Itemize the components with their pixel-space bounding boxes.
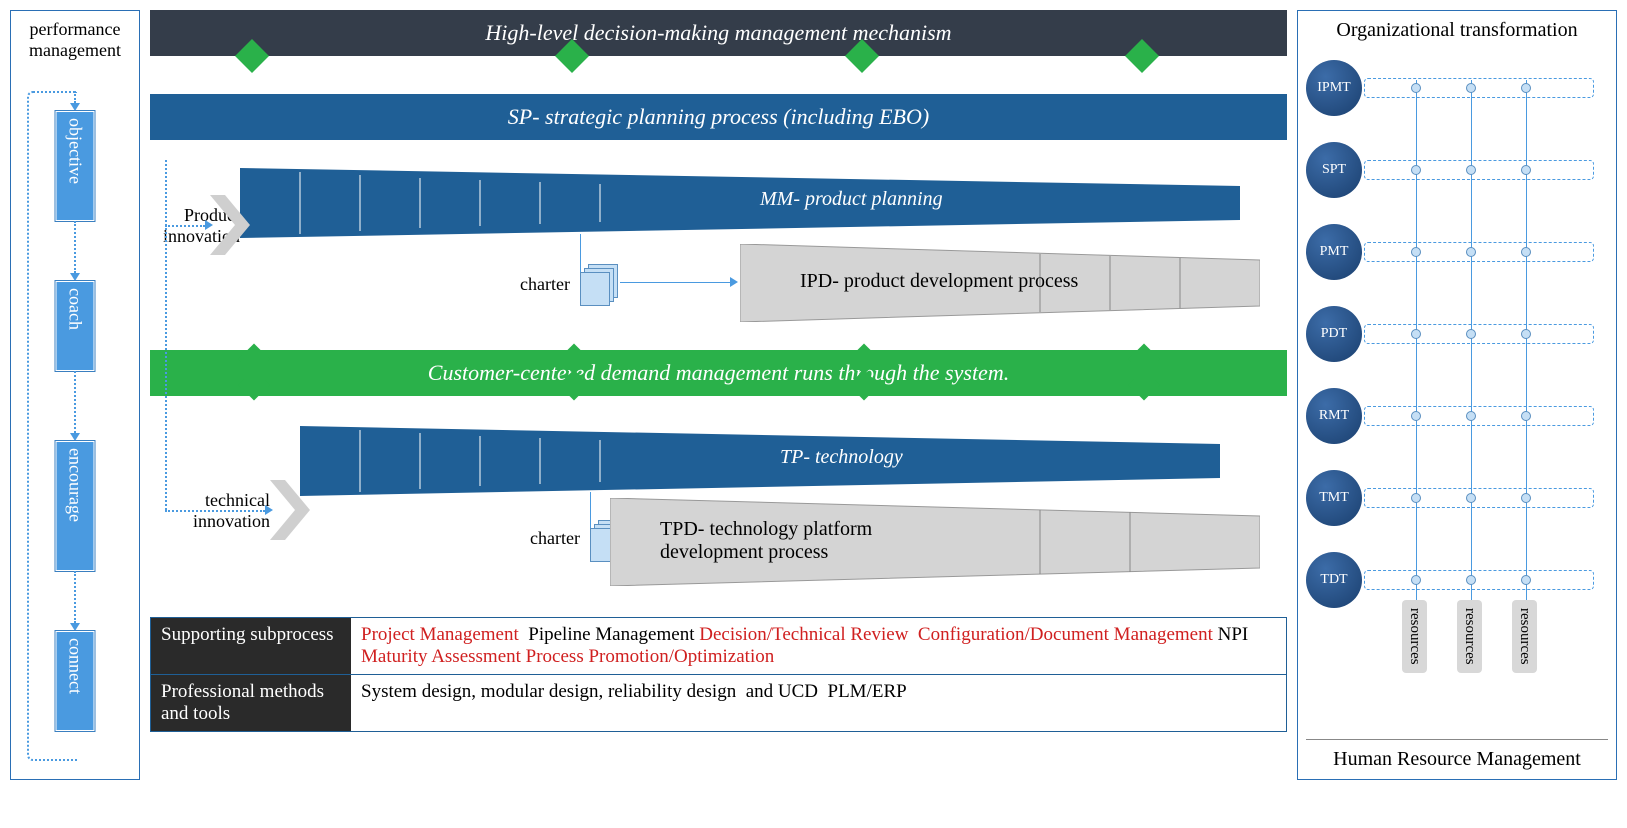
- left-box-coach: coach: [56, 281, 95, 371]
- funnel-tp: TP- technology: [300, 426, 1287, 496]
- org-circle-pmt: PMT: [1306, 224, 1362, 280]
- org-dot: [1466, 575, 1476, 585]
- org-dot: [1521, 329, 1531, 339]
- left-title: performance management: [17, 19, 133, 61]
- org-dot: [1466, 493, 1476, 503]
- org-dashed-row: [1364, 160, 1594, 180]
- charter-row-1: charter IPD- product development process: [240, 244, 1287, 334]
- org-circle-rmt: RMT: [1306, 388, 1362, 444]
- table-row-content: System design, modular design, reliabili…: [351, 675, 1286, 731]
- charter-row-2: charter TPD- technology platform develop…: [300, 502, 1287, 597]
- org-dashed-row: [1364, 324, 1594, 344]
- table-row: Supporting subprocessProject Management …: [151, 618, 1286, 675]
- org-dot: [1466, 83, 1476, 93]
- org-dot: [1411, 165, 1421, 175]
- org-dashed-row: [1364, 78, 1594, 98]
- org-circle-tdt: TDT: [1306, 552, 1362, 608]
- org-dashed-row: [1364, 488, 1594, 508]
- org-dot: [1521, 165, 1531, 175]
- org-circle-pdt: PDT: [1306, 306, 1362, 362]
- diamond-pair-icon: [850, 358, 878, 386]
- funnel-tp-label: TP- technology: [780, 446, 903, 469]
- org-dot: [1411, 493, 1421, 503]
- arrow-right-icon: [730, 277, 738, 287]
- band3-text: Customer-centered demand management runs…: [428, 360, 1009, 385]
- org-dot: [1466, 247, 1476, 257]
- diamond-icon: [1125, 39, 1159, 73]
- org-dot: [1411, 411, 1421, 421]
- left-sidebar: performance management objective coach enc…: [10, 10, 140, 780]
- org-circle-spt: SPT: [1306, 142, 1362, 198]
- band2-text: SP- strategic planning process (includin…: [508, 104, 929, 129]
- funnel-mm-label: MM- product planning: [760, 188, 943, 211]
- bottom-table: Supporting subprocessProject Management …: [150, 617, 1287, 732]
- resources-box: resources: [1512, 600, 1537, 673]
- dashed-h1: [165, 225, 205, 227]
- resources-box: resources: [1457, 600, 1482, 673]
- org-dot: [1411, 247, 1421, 257]
- right-title: Organizational transformation: [1306, 19, 1608, 42]
- org-dot: [1521, 247, 1531, 257]
- left-box-encourage: encourage: [56, 441, 95, 571]
- org-dot: [1466, 165, 1476, 175]
- diagram-root: performance management objective coach enc…: [10, 10, 1617, 780]
- diamond-icon: [235, 39, 269, 73]
- charter-label-1: charter: [520, 274, 570, 295]
- right-sidebar: Organizational transformation IPMT SPT PMT…: [1297, 10, 1617, 780]
- org-dot: [1411, 329, 1421, 339]
- org-dot: [1521, 493, 1531, 503]
- org-dashed-row: [1364, 242, 1594, 262]
- org-dot: [1466, 329, 1476, 339]
- org-dashed-row: [1364, 570, 1594, 590]
- org-circle-tmt: TMT: [1306, 470, 1362, 526]
- diamond-pair-icon: [240, 358, 268, 386]
- org-dot: [1466, 411, 1476, 421]
- charter-label-2: charter: [530, 528, 580, 549]
- dashed-vert: [165, 160, 167, 510]
- table-row-label: Supporting subprocess: [151, 618, 351, 674]
- funnel-mm: MM- product planning: [240, 168, 1287, 238]
- band1-text: High-level decision-making management me…: [485, 20, 951, 45]
- band-sp: SP- strategic planning process (includin…: [150, 94, 1287, 140]
- center-area: High-level decision-making management me…: [150, 10, 1287, 780]
- band-customer: Customer-centered demand management runs…: [150, 350, 1287, 396]
- org-dashed-row: [1364, 406, 1594, 426]
- left-box-objective: objective: [56, 111, 95, 221]
- org-dot: [1521, 411, 1531, 421]
- dash-arrow-1: [205, 220, 213, 230]
- org-dot: [1411, 575, 1421, 585]
- left-flow: objective coach encourage connect: [17, 71, 133, 771]
- table-row-content: Project Management Pipeline Management D…: [351, 618, 1286, 674]
- dash-arrow-2: [265, 505, 273, 515]
- table-row: Professional methods and toolsSystem des…: [151, 675, 1286, 731]
- org-grid: IPMT SPT PMT PDT RMT TMT TDT resources resource…: [1306, 50, 1608, 670]
- doc-stack-icon: [580, 264, 620, 304]
- band-high-level: High-level decision-making management me…: [150, 10, 1287, 56]
- right-footer: Human Resource Management: [1306, 739, 1608, 771]
- funnel-mm-svg: [240, 168, 1240, 238]
- ipd-label: IPD- product development process: [800, 270, 1078, 293]
- diamond-pair-icon: [1130, 358, 1158, 386]
- dashed-h2: [165, 510, 265, 512]
- org-dot: [1411, 83, 1421, 93]
- table-row-label: Professional methods and tools: [151, 675, 351, 731]
- org-dot: [1521, 83, 1531, 93]
- resources-box: resources: [1402, 600, 1427, 673]
- left-box-connect: connect: [56, 631, 95, 731]
- org-dot: [1521, 575, 1531, 585]
- tpd-label: TPD- technology platform development pro…: [660, 518, 960, 564]
- org-circle-ipmt: IPMT: [1306, 60, 1362, 116]
- charter-hline-1: [620, 282, 730, 283]
- diamond-pair-icon: [560, 358, 588, 386]
- funnel-tp-svg: [300, 426, 1220, 496]
